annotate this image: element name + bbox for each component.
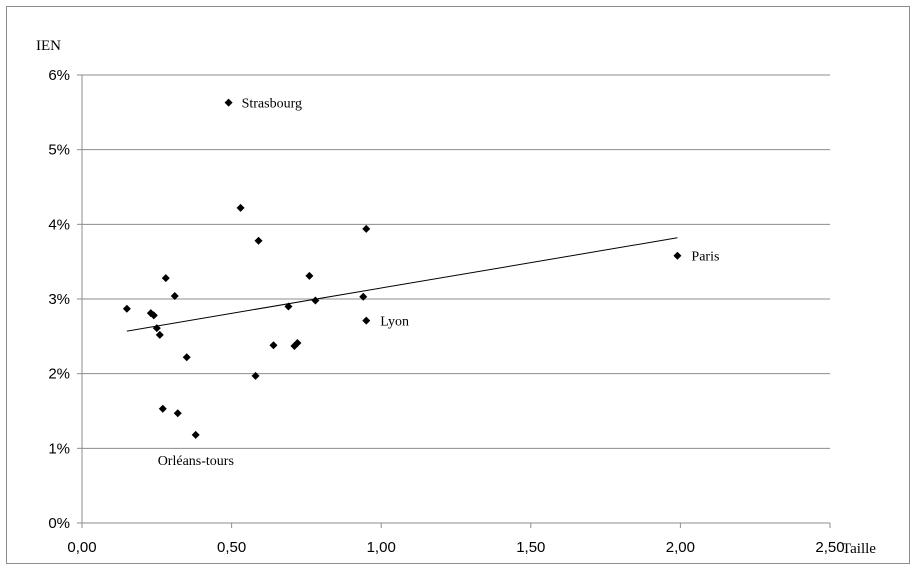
- x-tick-label: 1,00: [367, 539, 396, 556]
- data-point: [236, 203, 245, 212]
- y-tick-label: 5%: [48, 142, 70, 159]
- data-point: [284, 302, 293, 311]
- data-point: [362, 224, 371, 233]
- data-point: [673, 251, 682, 260]
- y-axis-label: IEN: [36, 38, 61, 54]
- x-tick-label: 0,50: [217, 539, 246, 556]
- data-point: [161, 274, 170, 283]
- data-point: [158, 404, 167, 413]
- point-label: Strasbourg: [242, 97, 302, 112]
- data-point: [305, 271, 314, 280]
- data-point: [311, 296, 320, 305]
- y-tick-label: 1%: [48, 440, 70, 457]
- x-tick-label: 2,50: [815, 539, 844, 556]
- x-axis-label: Taille: [842, 541, 876, 557]
- x-tick-label: 0,00: [67, 539, 96, 556]
- axes: [77, 74, 831, 528]
- trendline: [126, 237, 678, 332]
- data-point: [155, 330, 164, 339]
- y-tick-label: 4%: [48, 216, 70, 233]
- data-point: [224, 98, 233, 107]
- data-point: [122, 304, 131, 313]
- data-point: [182, 353, 191, 362]
- x-tick-label: 2,00: [666, 539, 695, 556]
- data-point: [251, 371, 260, 380]
- data-point: [191, 430, 200, 439]
- y-tick-label: 6%: [48, 67, 70, 84]
- data-point: [173, 409, 182, 418]
- data-point: [293, 339, 302, 348]
- point-label: Paris: [691, 250, 719, 265]
- data-points: [122, 98, 682, 439]
- gridlines: [82, 74, 830, 449]
- point-label: Orléans-tours: [158, 454, 234, 469]
- data-point: [362, 316, 371, 325]
- data-point: [269, 341, 278, 350]
- data-point: [254, 236, 263, 245]
- point-labels: Strasbourg Paris Orléans-tours Lyon: [158, 97, 720, 469]
- data-point: [170, 292, 179, 301]
- point-label: Lyon: [380, 315, 409, 330]
- x-tick-label: 1,50: [516, 539, 545, 556]
- data-point: [152, 324, 161, 333]
- y-tick-label: 0%: [48, 515, 70, 532]
- data-point: [359, 292, 368, 301]
- chart-frame: [6, 6, 910, 564]
- y-tick-label: 2%: [48, 366, 70, 383]
- y-tick-label: 3%: [48, 291, 70, 308]
- tick-labels: 0% 1% 2% 3% 4% 5% 6% 0,00 0,50 1,00 1,50 2,00 2,50: [48, 67, 844, 556]
- data-point: [149, 311, 158, 320]
